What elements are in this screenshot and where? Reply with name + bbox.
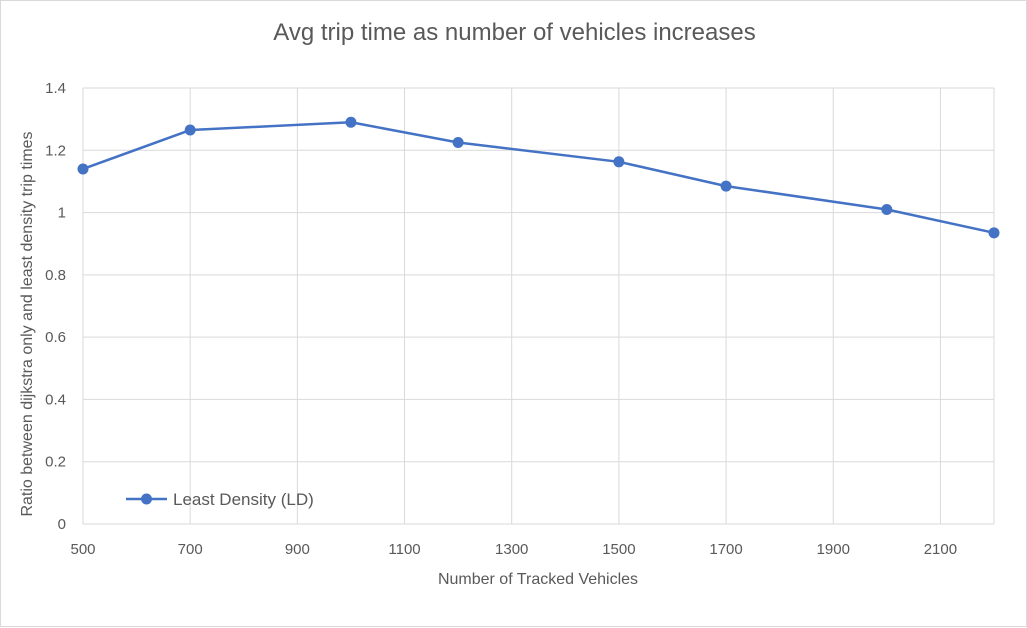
data-point (184, 124, 196, 136)
legend-marker (141, 493, 152, 505)
x-tick-label: 900 (285, 541, 310, 558)
legend-label: Least Density (LD) (173, 490, 314, 509)
x-tick-label: 1900 (817, 541, 850, 558)
y-tick-label: 1.2 (45, 142, 66, 159)
y-tick-label: 1.4 (45, 80, 66, 97)
x-tick-label: 1700 (709, 541, 742, 558)
x-tick-label: 700 (178, 541, 203, 558)
y-tick-label: 0.2 (45, 454, 66, 471)
x-axis-title: Number of Tracked Vehicles (438, 571, 638, 588)
data-point (452, 137, 464, 148)
y-tick-label: 0 (58, 516, 66, 533)
series-line (82, 121, 995, 235)
legend: Least Density (LD) (126, 490, 314, 509)
data-point (345, 116, 357, 128)
data-point (720, 180, 732, 192)
x-tick-label: 1300 (495, 541, 528, 558)
y-tick-label: 0.6 (45, 329, 66, 346)
gridlines (82, 87, 995, 525)
data-point (613, 156, 625, 168)
chart-title: Avg trip time as number of vehicles incr… (273, 19, 756, 46)
y-tick-label: 0.8 (45, 267, 66, 284)
data-point (77, 163, 89, 175)
y-axis-title: Ratio between dijkstra only and least de… (19, 131, 36, 516)
y-tick-label: 0.4 (45, 391, 66, 408)
x-tick-label: 1100 (388, 541, 420, 558)
y-tick-label: 1 (58, 205, 66, 222)
series-layer (77, 116, 1000, 239)
x-tick-label: 500 (70, 541, 95, 558)
x-tick-label: 1500 (602, 541, 635, 558)
axes: 500 700 900 1100 1300 1500 1700 1900 2100 0 0.2 0.4… (45, 80, 957, 558)
x-tick-label: 2100 (924, 541, 957, 558)
data-point (881, 203, 893, 215)
data-point (988, 227, 1000, 239)
